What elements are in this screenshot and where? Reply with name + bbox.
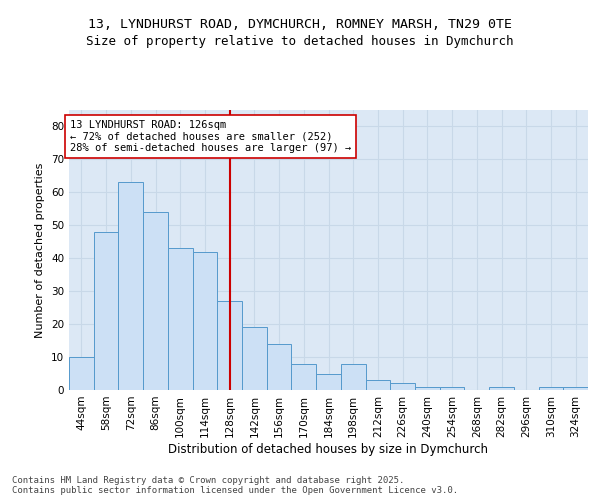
- Text: Contains HM Land Registry data © Crown copyright and database right 2025.
Contai: Contains HM Land Registry data © Crown c…: [12, 476, 458, 495]
- Bar: [69, 357, 94, 390]
- Y-axis label: Number of detached properties: Number of detached properties: [35, 162, 46, 338]
- Bar: [365, 380, 390, 390]
- Text: 13, LYNDHURST ROAD, DYMCHURCH, ROMNEY MARSH, TN29 0TE: 13, LYNDHURST ROAD, DYMCHURCH, ROMNEY MA…: [88, 18, 512, 30]
- Bar: [217, 301, 242, 390]
- Bar: [316, 374, 341, 390]
- Bar: [390, 384, 415, 390]
- Bar: [168, 248, 193, 390]
- Bar: [539, 386, 563, 390]
- Bar: [415, 386, 440, 390]
- Bar: [563, 386, 588, 390]
- Bar: [267, 344, 292, 390]
- Bar: [242, 328, 267, 390]
- Bar: [94, 232, 118, 390]
- Bar: [193, 252, 217, 390]
- Bar: [292, 364, 316, 390]
- Bar: [143, 212, 168, 390]
- Bar: [489, 386, 514, 390]
- Bar: [440, 386, 464, 390]
- X-axis label: Distribution of detached houses by size in Dymchurch: Distribution of detached houses by size …: [169, 442, 488, 456]
- Bar: [341, 364, 365, 390]
- Bar: [118, 182, 143, 390]
- Text: 13 LYNDHURST ROAD: 126sqm
← 72% of detached houses are smaller (252)
28% of semi: 13 LYNDHURST ROAD: 126sqm ← 72% of detac…: [70, 120, 351, 153]
- Text: Size of property relative to detached houses in Dymchurch: Size of property relative to detached ho…: [86, 35, 514, 48]
